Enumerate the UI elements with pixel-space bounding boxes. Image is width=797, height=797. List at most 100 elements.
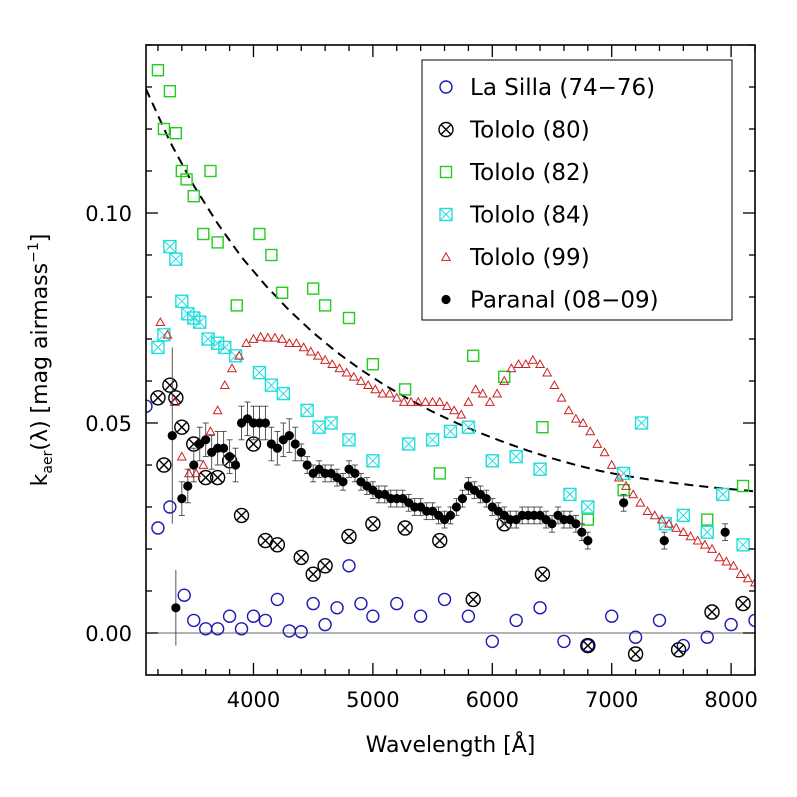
lasilla-point [146, 399, 153, 413]
paranal-point [445, 510, 456, 520]
tololo80-point [397, 520, 413, 536]
legend-label-tololo82: Tololo (82) [469, 160, 590, 186]
tololo99-point [427, 396, 438, 406]
tololo99-point [420, 396, 431, 406]
lasilla-point [581, 638, 595, 653]
tololo84-point [563, 487, 577, 502]
tololo99-point [506, 363, 517, 373]
tololo99-point [205, 426, 216, 436]
tololo99-point [663, 518, 675, 528]
tololo99-point [241, 337, 252, 348]
tololo99-point [499, 375, 510, 385]
tololo84-point [276, 386, 291, 401]
plot-frame [145, 44, 756, 676]
tololo80-point [168, 390, 184, 406]
tololo84-point [151, 340, 165, 355]
tololo80-point [704, 604, 720, 620]
tololo84-point [366, 454, 380, 468]
lasilla-point [533, 601, 547, 615]
paranal-point [659, 536, 669, 546]
paranal-point [451, 502, 462, 512]
tololo84-point [716, 487, 730, 502]
paranal-point [302, 460, 312, 470]
lasilla-point [222, 609, 237, 623]
lasilla-point [724, 617, 738, 632]
fit-curve-layer [146, 88, 755, 493]
tololo99-point [749, 577, 755, 587]
x-tick-label: 6000 [466, 688, 519, 712]
tololo99-point [492, 388, 503, 398]
tololo80-point [627, 646, 644, 662]
series-tololo82 [151, 63, 750, 526]
tololo99-point [678, 526, 689, 537]
tololo82-point [318, 299, 332, 312]
tololo82-point [230, 299, 243, 312]
tololo82-point [398, 383, 412, 396]
tololo99-point [363, 379, 374, 390]
tololo99-point [176, 451, 187, 461]
lasilla-point [210, 622, 225, 636]
paranal-point [219, 443, 229, 453]
tololo84-point [324, 416, 338, 430]
legend-marker-lasilla [439, 80, 453, 94]
y-axis-title-end: ] [28, 234, 53, 243]
tololo99-point [226, 363, 238, 373]
tololo99-point [628, 489, 639, 499]
lasilla-point [258, 613, 273, 628]
legend-marker-tololo99 [440, 251, 452, 261]
tololo82-point [265, 248, 278, 262]
tololo80-point [365, 516, 381, 532]
lasilla-point [605, 609, 619, 623]
tololo99-point [699, 539, 710, 549]
tololo84-point [676, 508, 691, 523]
tololo99-point [735, 568, 746, 579]
lasilla-point [748, 613, 755, 628]
paranal-point [183, 481, 193, 491]
tololo80-point [233, 507, 250, 524]
paranal-point [260, 418, 271, 428]
lasilla-point [652, 613, 667, 628]
tololo84-point [218, 340, 232, 355]
tololo84-point [252, 365, 267, 380]
paranal-point [272, 443, 282, 453]
y-axis-title-sub: aer [40, 450, 56, 473]
tololo99-point [384, 388, 395, 398]
tololo84-point [300, 403, 314, 418]
legend-label-paranal: Paranal (08−09) [470, 288, 659, 314]
tololo84-point [533, 462, 547, 476]
tololo82-point [180, 173, 193, 186]
tololo99-point [577, 417, 589, 427]
tololo99-point [291, 337, 302, 348]
paranal-point [284, 431, 294, 441]
tololo99-point [434, 396, 445, 406]
paranal-point [571, 519, 581, 529]
tololo99-point [742, 573, 753, 583]
y-tick-label: 0.10 [85, 202, 132, 226]
tololo99-point [513, 358, 524, 369]
paranal-point [457, 494, 468, 504]
tololo99-point [463, 396, 474, 406]
tololo82-point [163, 84, 177, 98]
tololo84-point [736, 538, 750, 552]
tololo80-point [670, 642, 687, 658]
tololo99-point [348, 371, 359, 381]
tololo99-point [721, 556, 732, 566]
lasilla-point [294, 625, 308, 639]
lasilla-point [330, 601, 344, 615]
tololo80-point [198, 469, 214, 486]
tololo82-point [204, 164, 217, 178]
tololo99-point [398, 396, 409, 406]
legend-marker-tololo84 [439, 207, 453, 222]
legend-label-tololo84: Tololo (84) [469, 203, 590, 229]
tololo80-point [269, 537, 286, 553]
tololo99-point [635, 497, 646, 507]
tololo84-point [402, 437, 416, 451]
lasilla-point [676, 638, 691, 653]
x-tick-label: 5000 [346, 688, 399, 712]
legend-label-lasilla: La Silla (74−76) [470, 75, 655, 101]
y-axis-title-main: k [28, 473, 53, 486]
tololo82-point [306, 282, 320, 295]
tololo99-point [198, 459, 209, 469]
paranal-point [577, 527, 587, 537]
tololo99-point [606, 459, 617, 469]
